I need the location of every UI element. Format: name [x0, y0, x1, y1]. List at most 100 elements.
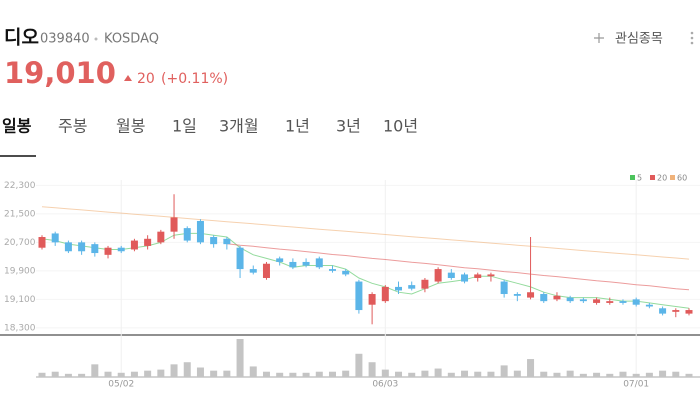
stock-code: 039840 — [40, 32, 90, 47]
candle-body — [157, 231, 165, 243]
candle-body — [619, 301, 627, 303]
candle-body — [381, 286, 389, 302]
volume-bar — [474, 371, 482, 377]
y-tick-label: 18,300 — [4, 323, 36, 333]
candle-body — [302, 261, 310, 266]
candle-body — [104, 247, 112, 255]
volume-bar — [487, 371, 495, 377]
candle-body — [553, 295, 561, 300]
volume-bar — [513, 370, 521, 377]
candle-body — [210, 237, 218, 245]
y-tick-label: 21,500 — [4, 209, 36, 219]
period-tab[interactable]: 월봉 — [116, 117, 145, 136]
volume-bar — [434, 368, 442, 377]
candle-body — [447, 272, 455, 278]
volume-bar — [130, 371, 138, 377]
stock-name: 디오 — [4, 27, 39, 49]
period-tab[interactable]: 3년 — [336, 117, 361, 136]
candle-body — [566, 297, 574, 302]
volume-bar — [606, 373, 614, 377]
candle-body — [461, 274, 469, 282]
candle-body — [78, 242, 86, 252]
volume-bar — [566, 370, 574, 377]
period-tab[interactable]: 주봉 — [58, 117, 87, 136]
candle-body — [117, 247, 125, 252]
candle-body — [513, 294, 521, 296]
candle-body — [434, 269, 442, 282]
legend-swatch — [670, 175, 675, 180]
volume-bar — [619, 371, 627, 377]
candle-body — [527, 292, 535, 298]
change-percent: (+0.11%) — [161, 71, 228, 87]
volume-bar — [117, 372, 125, 377]
x-tick-label: 05/02 — [108, 380, 134, 390]
volume-bar — [223, 370, 231, 377]
candle-body — [487, 274, 495, 277]
volume-bar — [196, 367, 204, 377]
legend-label: 5 — [637, 174, 642, 183]
period-tab[interactable]: 3개월 — [219, 117, 259, 136]
volume-bar — [315, 371, 323, 377]
volume-bar — [540, 371, 548, 377]
legend-label: 20 — [657, 174, 667, 183]
period-tab[interactable]: 1년 — [285, 117, 310, 136]
volume-bar — [51, 371, 59, 377]
candle-body — [289, 261, 297, 268]
candle-body — [500, 281, 508, 295]
moving-average-line — [226, 243, 690, 291]
volume-bar — [302, 372, 310, 377]
candle-body — [672, 310, 680, 312]
volume-bar — [342, 370, 350, 377]
period-tab[interactable]: 1일 — [172, 117, 197, 136]
candle-body — [276, 258, 284, 262]
period-tab[interactable]: 일봉 — [2, 117, 32, 136]
candle-body — [64, 242, 72, 252]
volume-bar — [579, 373, 587, 377]
volume-bar — [104, 371, 112, 377]
price-change: 20 — [137, 71, 155, 87]
market: KOSDAQ — [104, 32, 159, 47]
chart: 22,300 21,500 20,700 19,900 19,100 18,300 05/0… — [0, 174, 700, 390]
volume-bar — [328, 371, 336, 377]
period-tab[interactable]: 10년 — [383, 117, 418, 136]
volume-bar — [553, 372, 561, 377]
volume-bar — [381, 369, 389, 377]
y-tick-label: 20,700 — [4, 238, 36, 248]
volume-bar — [289, 372, 297, 377]
volume-bar — [500, 365, 508, 377]
y-tick-label: 19,100 — [4, 295, 36, 305]
moving-average-line — [41, 206, 690, 260]
volume-bar — [170, 364, 178, 377]
volume-bar — [183, 362, 191, 377]
x-tick-label: 06/03 — [372, 380, 398, 390]
candle-body — [579, 299, 587, 302]
up-arrow — [124, 75, 132, 81]
candle-body — [685, 310, 693, 314]
legend-swatch — [650, 175, 655, 180]
candle-body — [408, 285, 416, 289]
volume-bar — [355, 353, 363, 377]
watch-label[interactable]: 관심종목 — [615, 32, 663, 47]
volume-bar — [645, 372, 653, 377]
volume-bar — [249, 366, 257, 377]
volume-bar — [210, 370, 218, 377]
candle-body — [183, 228, 191, 241]
candle-body — [474, 274, 482, 278]
volume-bar — [395, 371, 403, 377]
legend-label: 60 — [677, 174, 687, 183]
candle-body — [196, 220, 204, 243]
volume-bar — [461, 370, 469, 377]
volume-bar — [368, 362, 376, 377]
candle-body — [645, 304, 653, 307]
separator — [94, 37, 98, 41]
watch-button[interactable]: 관심종목 — [594, 32, 663, 47]
volume-bar — [91, 364, 99, 377]
volume-bar — [593, 372, 601, 377]
more-menu[interactable] — [690, 31, 694, 45]
volume-bar — [672, 371, 680, 377]
candle-body — [421, 279, 429, 289]
candle-body — [606, 301, 614, 303]
volume-bar — [64, 373, 72, 377]
volume-bar — [38, 372, 46, 377]
